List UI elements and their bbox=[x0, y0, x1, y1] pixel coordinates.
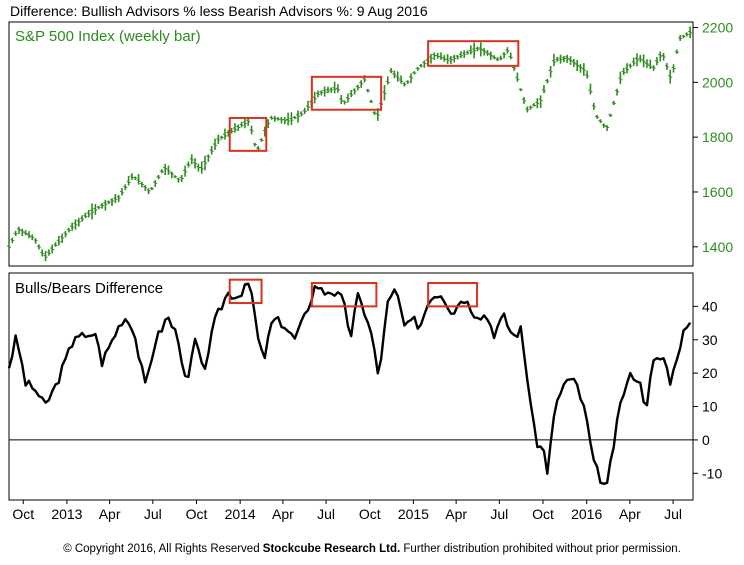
bottom-panel-title: Bulls/Bears Difference bbox=[15, 280, 163, 297]
x-tick-label: Apr bbox=[619, 506, 641, 522]
x-tick-label: Apr bbox=[272, 506, 294, 522]
top-panel-title: S&P 500 Index (weekly bar) bbox=[15, 28, 201, 45]
top-highlight-box bbox=[310, 75, 383, 111]
bottom-y-tick-label: -10 bbox=[702, 465, 722, 481]
x-tick-label: Jul bbox=[490, 506, 508, 522]
copyright-footer: © Copyright 2016, All Rights Reserved St… bbox=[0, 543, 744, 555]
top-highlight-box bbox=[228, 116, 268, 152]
x-tick-label: 2014 bbox=[225, 506, 256, 522]
x-tick-label: Jul bbox=[317, 506, 335, 522]
bulls-bears-line bbox=[7, 282, 692, 485]
x-tick-label: 2015 bbox=[398, 506, 429, 522]
x-tick-label: Oct bbox=[359, 506, 381, 522]
x-tick-label: Apr bbox=[445, 506, 467, 522]
top-panel-frame bbox=[8, 21, 694, 267]
top-panel: S&P 500 Index (weekly bar) 1400 1600 1800 20… bbox=[7, 19, 733, 267]
top-y-tick-label: 1800 bbox=[702, 129, 733, 145]
top-y-tick-label: 1600 bbox=[702, 184, 733, 200]
top-y-tick-label: 2000 bbox=[702, 74, 733, 90]
bottom-panel: Bulls/Bears Difference -10 0 10 20 30 40 bbox=[7, 272, 722, 501]
x-tick-label: Oct bbox=[186, 506, 208, 522]
bottom-y-tick-label: 40 bbox=[702, 298, 718, 314]
bottom-y-tick-label: 0 bbox=[702, 432, 710, 448]
x-tick-label: Jul bbox=[144, 506, 162, 522]
footer-prefix: © Copyright 2016, All Rights Reserved bbox=[63, 543, 263, 555]
footer-suffix: Further distribution prohibited without … bbox=[400, 543, 681, 555]
x-tick-label: 2013 bbox=[51, 506, 82, 522]
bottom-y-tick-label: 20 bbox=[702, 365, 718, 381]
top-y-tick-label: 2200 bbox=[702, 19, 733, 35]
footer-company: Stockcube Research Ltd. bbox=[262, 543, 401, 555]
x-tick-label: Apr bbox=[99, 506, 121, 522]
top-highlight-box bbox=[427, 40, 520, 67]
x-tick-label: Oct bbox=[532, 506, 554, 522]
bottom-highlight-box bbox=[427, 282, 479, 308]
x-tick-label: 2016 bbox=[571, 506, 602, 522]
bottom-highlight-box bbox=[310, 282, 378, 308]
top-y-tick-label: 1400 bbox=[702, 239, 733, 255]
bottom-highlight-box bbox=[228, 278, 263, 305]
x-tick-label: Oct bbox=[12, 506, 34, 522]
page-title: Difference: Bullish Advisors % less Bear… bbox=[10, 3, 428, 19]
bottom-panel-frame bbox=[8, 272, 694, 501]
x-tick-label: Jul bbox=[664, 506, 682, 522]
x-axis: Oct 2013 Apr Jul Oct 2014 Apr Jul Oct 2015 Apr Jul O… bbox=[12, 500, 682, 522]
bottom-y-tick-label: 30 bbox=[702, 332, 718, 348]
bottom-y-tick-label: 10 bbox=[702, 399, 718, 415]
